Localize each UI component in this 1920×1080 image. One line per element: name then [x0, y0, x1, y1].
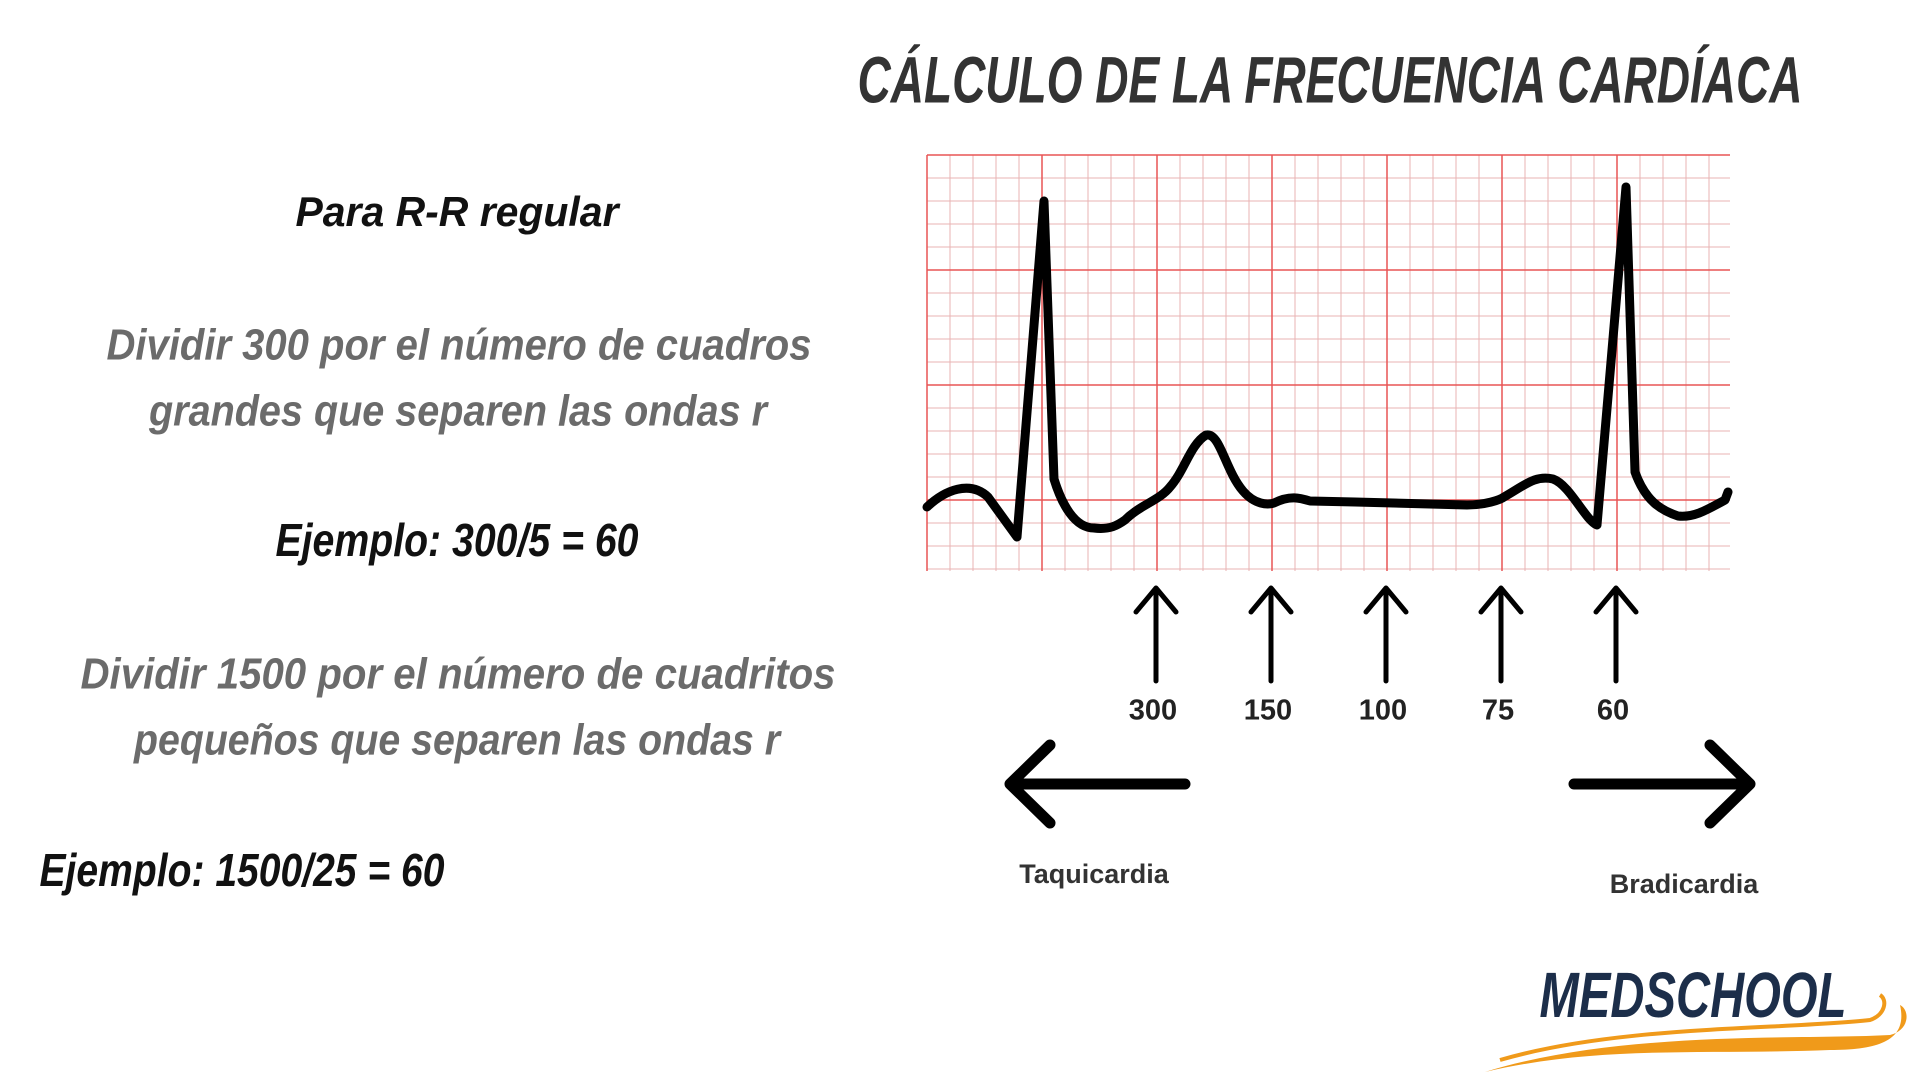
example: Ejemplo: 1500/25 = 60	[40, 844, 445, 896]
up-arrow	[1593, 585, 1639, 684]
marker-label: 60	[1597, 695, 1629, 727]
up-arrow	[1478, 585, 1524, 684]
marker-label: 100	[1359, 695, 1407, 727]
heading: Para R-R regular	[296, 188, 622, 235]
right-arrow	[1568, 739, 1756, 829]
marker-label: 150	[1244, 695, 1292, 727]
method-text: Dividir 1500 por el número de cuadritos	[81, 650, 836, 699]
up-arrow	[1363, 585, 1409, 684]
up-arrow	[1133, 585, 1179, 684]
logo-swoosh	[1499, 993, 1887, 1062]
marker-label: 300	[1129, 695, 1177, 727]
bradycardia-label: Bradicardia	[1610, 869, 1760, 899]
up-arrow	[1248, 585, 1294, 684]
title: CÁLCULO DE LA FRECUENCIA CARDÍACA	[858, 42, 1803, 116]
example: Ejemplo: 300/5 = 60	[276, 514, 639, 566]
method-text: pequeños que separen las ondas r	[133, 716, 782, 765]
ecg-trace	[922, 182, 1733, 542]
direction-arrows	[1004, 739, 1756, 829]
left-arrow	[1004, 739, 1191, 829]
logo-swoosh	[1485, 1005, 1907, 1072]
method-text: Dividir 300 por el número de cuadros	[107, 321, 812, 370]
logo: MEDSCHOOL	[1540, 959, 1847, 1031]
tachycardia-label: Taquicardia	[1019, 859, 1170, 889]
method-text: grandes que separen las ondas r	[148, 387, 769, 436]
marker-label: 75	[1482, 695, 1514, 727]
markers: 300 150 100 75 60	[1129, 585, 1639, 727]
